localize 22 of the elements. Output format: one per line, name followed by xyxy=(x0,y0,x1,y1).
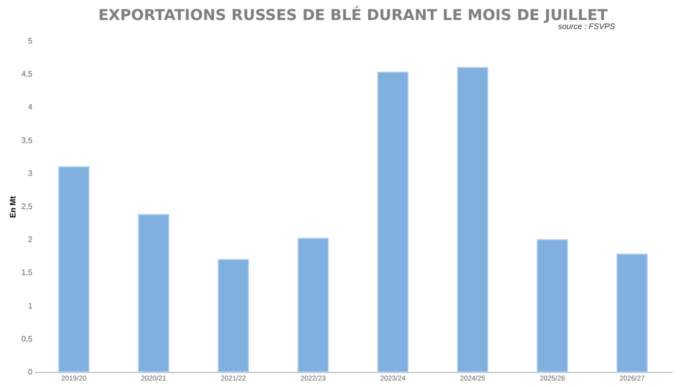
bar xyxy=(377,72,409,372)
bar xyxy=(456,66,488,372)
y-tick-label: 4,5 xyxy=(21,70,34,79)
y-tick-label: 0 xyxy=(28,368,34,376)
y-tick-label: 1,5 xyxy=(21,268,34,278)
bar xyxy=(58,166,90,372)
y-tick-label: 2 xyxy=(28,235,34,244)
y-tick-label: 3 xyxy=(28,168,34,178)
chart-title: EXPORTATIONS RUSSES DE BLÉ DURANT LE MOIS DE JUILLET xyxy=(98,6,608,24)
bar xyxy=(297,238,329,372)
source-note: source : FSVPS xyxy=(558,22,615,31)
y-tick-label: 4 xyxy=(28,102,34,112)
y-axis-title: En Mt xyxy=(8,196,18,218)
y-tick-label: 1 xyxy=(28,301,34,310)
y-tick-label: 3,5 xyxy=(21,136,34,145)
bar xyxy=(616,254,648,372)
bar xyxy=(536,239,568,372)
y-tick-label: 5 xyxy=(28,36,34,46)
y-tick-label: 2,5 xyxy=(21,202,34,211)
y-tick-label: 0,5 xyxy=(21,334,34,344)
bar xyxy=(218,258,250,372)
bar xyxy=(138,214,170,372)
